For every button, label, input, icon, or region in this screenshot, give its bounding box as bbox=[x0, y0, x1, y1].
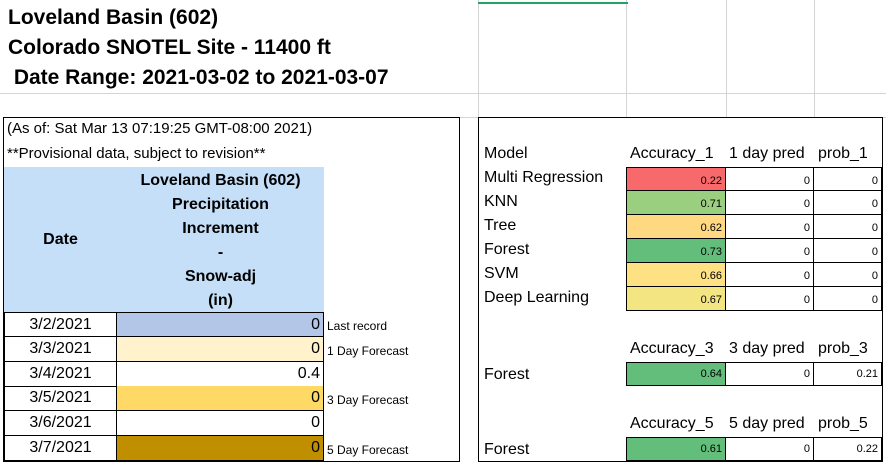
prob1-header: prob_1 bbox=[818, 145, 868, 162]
model-prob[interactable]: 0 bbox=[814, 191, 882, 215]
forest5-name: Forest bbox=[484, 441, 530, 458]
model-prob[interactable]: 0 bbox=[814, 215, 882, 239]
model-accuracy[interactable]: 0.62 bbox=[626, 215, 726, 239]
header-line: Increment bbox=[182, 220, 259, 237]
precip-value-cell[interactable]: 0 bbox=[117, 411, 324, 437]
forest5-accuracy[interactable]: 0.61 bbox=[626, 437, 726, 461]
model-accuracy[interactable]: 0.67 bbox=[626, 287, 726, 311]
precip-value-cell[interactable]: 0 bbox=[117, 386, 324, 412]
model-name: Multi Regression bbox=[484, 169, 604, 186]
gridline bbox=[726, 0, 727, 118]
model-accuracy[interactable]: 0.71 bbox=[626, 191, 726, 215]
forest3-accuracy[interactable]: 0.64 bbox=[626, 362, 726, 386]
header-line: Snow-adj bbox=[184, 268, 257, 285]
model-accuracy[interactable]: 0.66 bbox=[626, 263, 726, 287]
forecast-label bbox=[324, 365, 327, 387]
date-cell[interactable]: 3/6/2021 bbox=[4, 411, 117, 437]
model-prob[interactable]: 0 bbox=[814, 263, 882, 287]
pred1-header: 1 day pred bbox=[729, 145, 805, 162]
date-cell[interactable]: 3/5/2021 bbox=[4, 386, 117, 412]
model-prob[interactable]: 0 bbox=[814, 167, 882, 191]
model-accuracy[interactable]: 0.22 bbox=[626, 167, 726, 191]
model-pred[interactable]: 0 bbox=[726, 263, 814, 287]
date-cell[interactable]: 3/3/2021 bbox=[4, 336, 117, 362]
prob5-header: prob_5 bbox=[818, 415, 868, 432]
date-range: Date Range: 2021-03-02 to 2021-03-07 bbox=[8, 66, 389, 89]
model-header: Model bbox=[484, 145, 528, 162]
gridline bbox=[478, 2, 628, 4]
precip-value-cell[interactable]: 0 bbox=[117, 436, 324, 461]
prob3-header: prob_3 bbox=[818, 340, 868, 357]
pred5-header: 5 day pred bbox=[729, 415, 805, 432]
forest5-pred[interactable]: 0 bbox=[726, 437, 814, 461]
forest3-prob[interactable]: 0.21 bbox=[814, 362, 882, 386]
provisional-text: **Provisional data, subject to revision*… bbox=[7, 145, 266, 162]
header-line: (in) bbox=[208, 292, 233, 309]
gridline bbox=[0, 93, 886, 94]
accuracy1-header: Accuracy_1 bbox=[630, 145, 714, 162]
forecast-label bbox=[324, 414, 327, 436]
precip-value-cell[interactable]: 0 bbox=[117, 336, 324, 362]
forecast-label: Last record bbox=[327, 319, 388, 333]
gridline bbox=[814, 0, 815, 118]
date-cell[interactable]: 3/2/2021 bbox=[4, 312, 117, 337]
forecast-label: 5 Day Forecast bbox=[327, 443, 409, 457]
gridline bbox=[626, 0, 627, 118]
precip-column-header[interactable]: Loveland Basin (602) Precipitation Incre… bbox=[117, 167, 324, 312]
left-table-frame bbox=[3, 117, 460, 462]
model-name: KNN bbox=[484, 193, 518, 210]
header-line: Precipitation bbox=[172, 196, 269, 213]
model-prob[interactable]: 0 bbox=[814, 239, 882, 263]
forest3-name: Forest bbox=[484, 366, 530, 383]
forecast-label: 1 Day Forecast bbox=[327, 343, 409, 358]
header-line: - bbox=[217, 244, 224, 261]
forest3-pred[interactable]: 0 bbox=[726, 362, 814, 386]
model-name: Forest bbox=[484, 241, 530, 258]
model-pred[interactable]: 0 bbox=[726, 287, 814, 311]
forest5-prob[interactable]: 0.22 bbox=[814, 437, 882, 461]
model-accuracy[interactable]: 0.73 bbox=[626, 239, 726, 263]
accuracy5-header: Accuracy_5 bbox=[630, 415, 714, 432]
date-cell[interactable]: 3/7/2021 bbox=[4, 436, 117, 461]
model-name: Tree bbox=[484, 217, 517, 234]
precip-value-cell[interactable]: 0 bbox=[117, 312, 324, 337]
accuracy3-header: Accuracy_3 bbox=[630, 340, 714, 357]
model-pred[interactable]: 0 bbox=[726, 191, 814, 215]
model-prob[interactable]: 0 bbox=[814, 287, 882, 311]
model-pred[interactable]: 0 bbox=[726, 215, 814, 239]
model-name: SVM bbox=[484, 265, 519, 282]
date-cell[interactable]: 3/4/2021 bbox=[4, 361, 117, 387]
pred3-header: 3 day pred bbox=[729, 340, 805, 357]
right-table-frame bbox=[478, 117, 883, 462]
model-pred[interactable]: 0 bbox=[726, 167, 814, 191]
forecast-label: 3 Day Forecast bbox=[327, 393, 409, 408]
model-pred[interactable]: 0 bbox=[726, 239, 814, 263]
header-line: Loveland Basin (602) bbox=[140, 172, 301, 189]
site-subtitle: Colorado SNOTEL Site - 11400 ft bbox=[8, 36, 331, 59]
precip-value-cell[interactable]: 0.4 bbox=[117, 361, 324, 387]
as-of-text: (As of: Sat Mar 13 07:19:25 GMT-08:00 20… bbox=[7, 120, 313, 137]
gridline bbox=[478, 0, 479, 118]
site-title: Loveland Basin (602) bbox=[8, 6, 219, 29]
model-name: Deep Learning bbox=[484, 289, 589, 306]
date-column-header[interactable]: Date bbox=[4, 167, 117, 312]
